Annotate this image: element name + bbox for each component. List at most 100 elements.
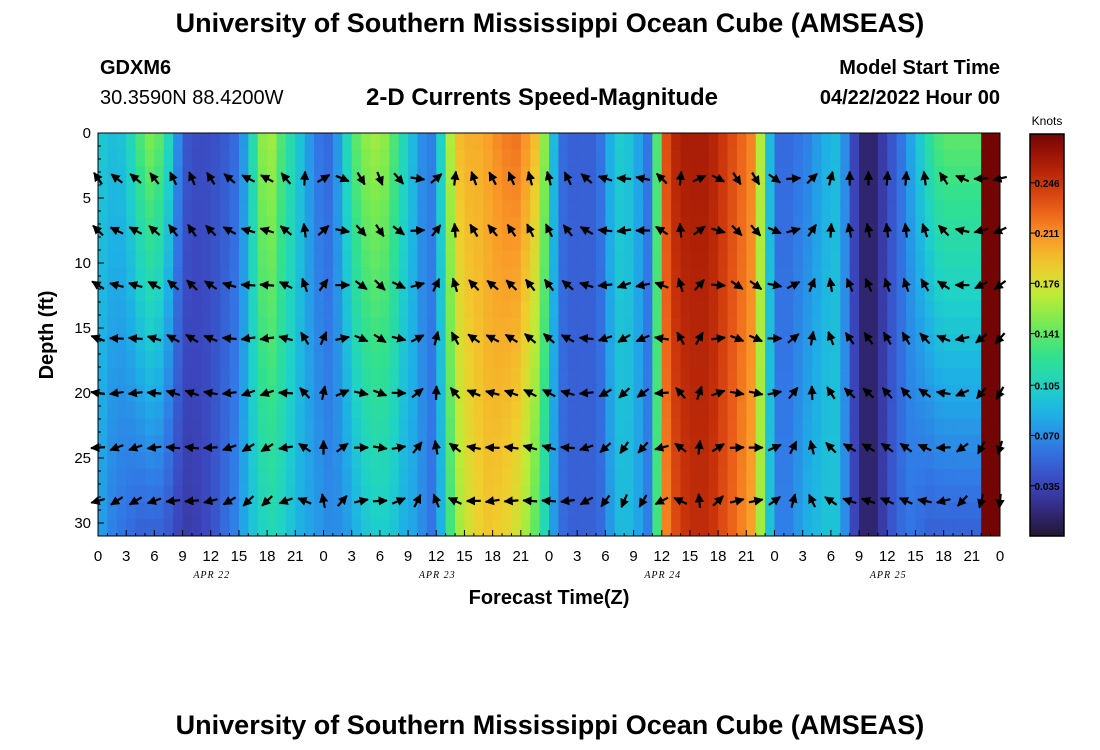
heatmap-cell — [163, 502, 174, 520]
heatmap-cell — [238, 485, 249, 504]
x-axis: 0 3 6 9 12 15 18 21 0 3 6 9 12 15 18 21 0 3 6 9 12 15 18 21 0 3 6 9… — [94, 530, 1004, 581]
heatmap-cell — [793, 485, 804, 504]
heatmap-cell — [342, 250, 353, 268]
heatmap-cell — [436, 183, 447, 201]
heatmap-cell — [98, 233, 108, 252]
heatmap-cell — [530, 216, 541, 235]
current-vector-arrow — [108, 333, 124, 344]
heatmap-cell — [887, 384, 898, 403]
heatmap-cell — [163, 401, 174, 420]
heatmap-cell — [755, 300, 766, 319]
heatmap-cell — [276, 368, 287, 386]
heatmap-cell — [492, 300, 503, 319]
heatmap-cell — [323, 435, 334, 453]
heatmap-cell — [238, 502, 249, 520]
heatmap-cell — [220, 368, 231, 386]
heatmap-cell — [689, 452, 700, 470]
date-label: APR 22 — [192, 570, 230, 581]
heatmap-cell — [736, 317, 747, 336]
heatmap-cell — [304, 166, 315, 184]
heatmap-cell — [144, 519, 155, 536]
heatmap-cell — [126, 250, 137, 268]
heatmap-cell — [511, 384, 522, 403]
heatmap-cell — [802, 233, 813, 252]
heatmap-cell — [285, 183, 296, 201]
current-vector-arrow — [579, 496, 594, 506]
heatmap-cell — [483, 300, 494, 319]
heatmap-cell — [558, 284, 569, 302]
heatmap-cell — [426, 233, 437, 252]
heatmap-cell — [915, 267, 926, 285]
heatmap-cell — [539, 418, 550, 436]
current-vector-arrow — [391, 333, 407, 343]
heatmap-cell — [558, 200, 569, 218]
heatmap-cell — [577, 284, 588, 302]
heatmap-cell — [877, 519, 888, 536]
heatmap-cell — [830, 401, 841, 420]
heatmap-cell — [173, 317, 184, 336]
heatmap-cell — [398, 267, 409, 285]
heatmap-cell — [558, 233, 569, 252]
heatmap-cell — [248, 368, 259, 386]
heatmap-cell — [821, 200, 832, 218]
heatmap-cell — [896, 284, 907, 302]
heatmap-cell — [783, 233, 794, 252]
heatmap-cell — [746, 250, 757, 268]
heatmap-cell — [229, 452, 240, 470]
current-vector-arrow — [168, 224, 179, 237]
heatmap-cell — [257, 317, 268, 336]
heatmap-cell — [614, 133, 625, 151]
heatmap-cell — [765, 233, 776, 252]
heatmap-cell — [680, 233, 691, 252]
heatmap-cell — [661, 452, 672, 470]
heatmap-cell — [201, 468, 212, 487]
heatmap-cell — [887, 435, 898, 453]
heatmap-cell — [144, 200, 155, 218]
heatmap-cell — [379, 183, 390, 201]
heatmap-cell — [934, 452, 945, 470]
x-tick-label: 3 — [122, 548, 130, 565]
heatmap-cell — [154, 368, 165, 386]
heatmap-cell — [549, 502, 559, 520]
heatmap-cell — [746, 368, 757, 386]
heatmap-cell — [248, 149, 259, 168]
heatmap-cell — [849, 267, 860, 285]
heatmap-cell — [370, 334, 381, 352]
heatmap-cell — [549, 183, 559, 201]
heatmap-cell — [426, 267, 437, 285]
heatmap-cell — [342, 149, 353, 168]
heatmap-cell — [962, 468, 973, 487]
heatmap-cell — [135, 233, 146, 252]
heatmap-cell — [502, 519, 513, 536]
heatmap-cell — [727, 267, 738, 285]
heatmap-cell — [953, 300, 964, 319]
heatmap-cell — [953, 418, 964, 436]
heatmap-cell — [906, 468, 917, 487]
heatmap-cell — [98, 502, 108, 520]
current-vector-arrow — [392, 225, 405, 236]
current-vector-arrow — [935, 496, 951, 506]
heatmap-cell — [906, 166, 917, 184]
heatmap-cell — [436, 468, 447, 487]
heatmap-cell — [990, 250, 1000, 268]
current-vector-arrow — [319, 493, 329, 509]
heatmap-cell — [633, 519, 644, 536]
heatmap-cell — [370, 183, 381, 201]
heatmap-cell — [417, 149, 428, 168]
heatmap-cell — [163, 300, 174, 319]
heatmap-cell — [483, 485, 494, 504]
heatmap-cell — [671, 418, 682, 436]
heatmap-cell — [426, 351, 437, 369]
heatmap-cell — [774, 300, 785, 319]
x-tick-label: 0 — [94, 548, 102, 565]
heatmap-cell — [332, 183, 343, 201]
current-vector-arrow — [864, 222, 874, 238]
heatmap-cell — [661, 351, 672, 369]
heatmap-cell — [116, 183, 127, 201]
heatmap-cell — [595, 267, 606, 285]
heatmap-cell — [558, 183, 569, 201]
heatmap-cell — [332, 317, 343, 336]
heatmap-cell — [238, 149, 249, 168]
heatmap-cell — [408, 368, 419, 386]
heatmap-cell — [229, 233, 240, 252]
